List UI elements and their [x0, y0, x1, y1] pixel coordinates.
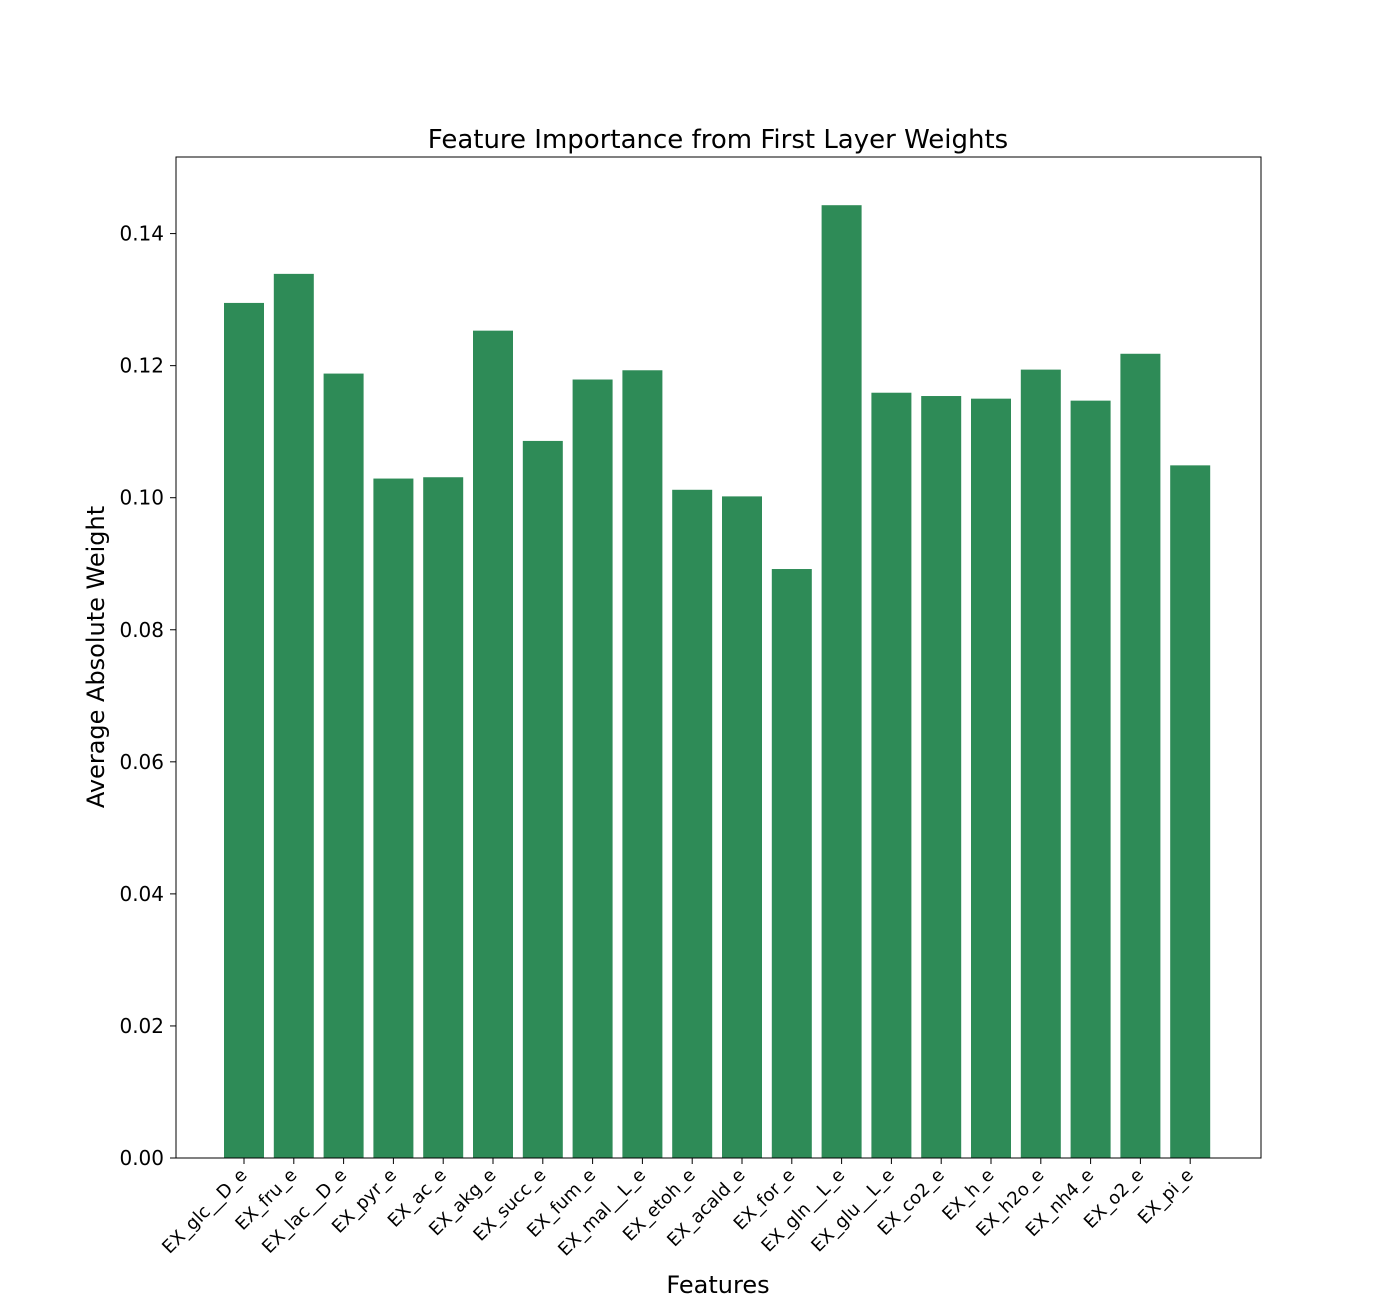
y-tick-label: 0.04 [119, 882, 164, 906]
bar-EX_pi_e [1170, 465, 1211, 1158]
y-tick-label: 0.12 [119, 354, 164, 378]
bar-EX_akg_e [473, 330, 513, 1158]
bar-EX_h_e [971, 398, 1011, 1158]
bar-EX_ac_e [423, 477, 464, 1159]
x-tick-label: EX_pi_e [1134, 1165, 1198, 1229]
bar-EX_mal__L_e [622, 370, 663, 1158]
y-tick-label: 0.06 [119, 750, 164, 774]
y-axis-label: Average Absolute Weight [82, 506, 110, 808]
y-tick-label: 0.10 [119, 486, 164, 510]
bar-EX_pyr_e [373, 478, 414, 1158]
plot-frame [175, 156, 1262, 1159]
y-tick-label: 0.00 [119, 1146, 164, 1170]
bar-EX_for_e [771, 569, 812, 1158]
bar-EX_glu__L_e [871, 392, 912, 1158]
y-tick-label: 0.02 [119, 1014, 164, 1038]
bar-EX_lac__D_e [323, 373, 364, 1158]
x-axis: EX_glc__D_eEX_fru_eEX_lac__D_eEX_pyr_eEX… [158, 1158, 1198, 1260]
bar-EX_glc__D_e [224, 302, 264, 1158]
x-tick-label: EX_glc__D_e [158, 1165, 251, 1258]
bar-EX_fru_e [273, 273, 314, 1159]
y-tick-label: 0.08 [119, 618, 164, 642]
bar-EX_co2_e [921, 396, 962, 1159]
bar-EX_succ_e [522, 440, 563, 1158]
x-axis-label: Features [666, 1271, 769, 1299]
bar-EX_etoh_e [672, 489, 713, 1159]
y-axis: 0.00 0.02 0.04 0.06 0.08 0.10 0.12 0.14 [119, 222, 176, 1170]
bar-EX_acald_e [722, 496, 762, 1159]
bar-EX_h2o_e [1020, 369, 1061, 1158]
y-tick-label: 0.14 [119, 222, 164, 246]
x-tick-label: EX_mal__L_e [554, 1165, 650, 1261]
bars-group [224, 205, 1211, 1159]
bar-EX_o2_e [1120, 353, 1161, 1158]
bar-EX_fum_e [572, 379, 613, 1158]
chart-title: Feature Importance from First Layer Weig… [428, 125, 1008, 155]
bar-EX_nh4_e [1070, 400, 1111, 1158]
bar-EX_gln__L_e [821, 205, 862, 1159]
